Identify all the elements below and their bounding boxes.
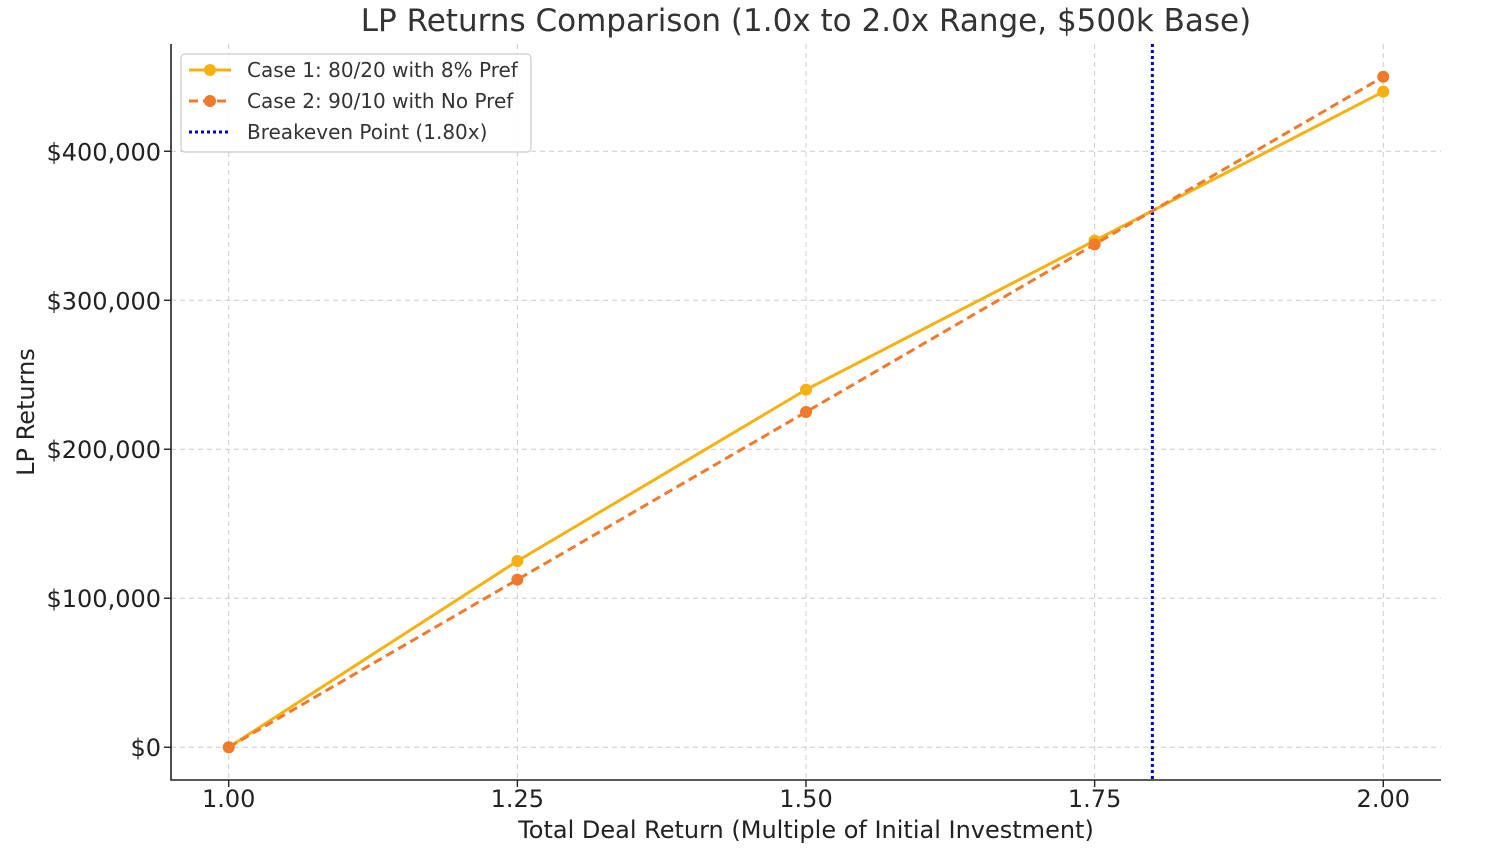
y-tick-label: $0 <box>130 734 161 762</box>
data-point-case-2 <box>222 741 235 754</box>
data-point-case-2 <box>800 406 812 418</box>
y-axis-ticks: $0 $100,000 $200,000 $300,000 $400,000 <box>46 138 171 762</box>
y-axis-label: LP Returns <box>12 348 40 476</box>
y-tick-label: $400,000 <box>46 138 161 166</box>
legend-label: Case 2: 90/10 with No Pref <box>247 89 514 113</box>
legend-box <box>180 53 532 153</box>
x-tick-label: 2.00 <box>1357 785 1410 813</box>
legend-label: Case 1: 80/20 with 8% Pref <box>247 58 519 82</box>
x-tick-label: 1.25 <box>491 785 544 813</box>
series-line-case-2 <box>227 75 1385 749</box>
data-point-case-2 <box>1088 238 1101 251</box>
x-axis-label: Total Deal Return (Multiple of Initial I… <box>517 816 1094 844</box>
y-tick-label: $300,000 <box>46 287 161 315</box>
legend-marker <box>204 95 216 107</box>
y-tick-label: $200,000 <box>46 436 161 464</box>
y-tick-label: $100,000 <box>46 585 161 613</box>
x-axis-ticks: 1.00 1.25 1.50 1.75 2.00 <box>202 780 1410 813</box>
legend: Case 1: 80/20 with 8% Pref Case 2: 90/10 … <box>180 53 532 153</box>
data-point-case-1 <box>1377 85 1390 98</box>
data-series <box>222 70 1390 754</box>
legend-label: Breakeven Point (1.80x) <box>247 120 487 144</box>
legend-marker <box>204 64 216 76</box>
data-point-case-2 <box>511 573 524 586</box>
data-point-case-2 <box>1377 70 1390 83</box>
x-tick-label: 1.75 <box>1068 785 1121 813</box>
x-tick-label: 1.50 <box>779 785 832 813</box>
data-point-case-1 <box>800 383 812 396</box>
x-tick-label: 1.00 <box>202 785 255 813</box>
chart-title: LP Returns Comparison (1.0x to 2.0x Rang… <box>361 3 1251 39</box>
axes-spines <box>170 44 1441 781</box>
data-point-case-1 <box>511 554 524 567</box>
